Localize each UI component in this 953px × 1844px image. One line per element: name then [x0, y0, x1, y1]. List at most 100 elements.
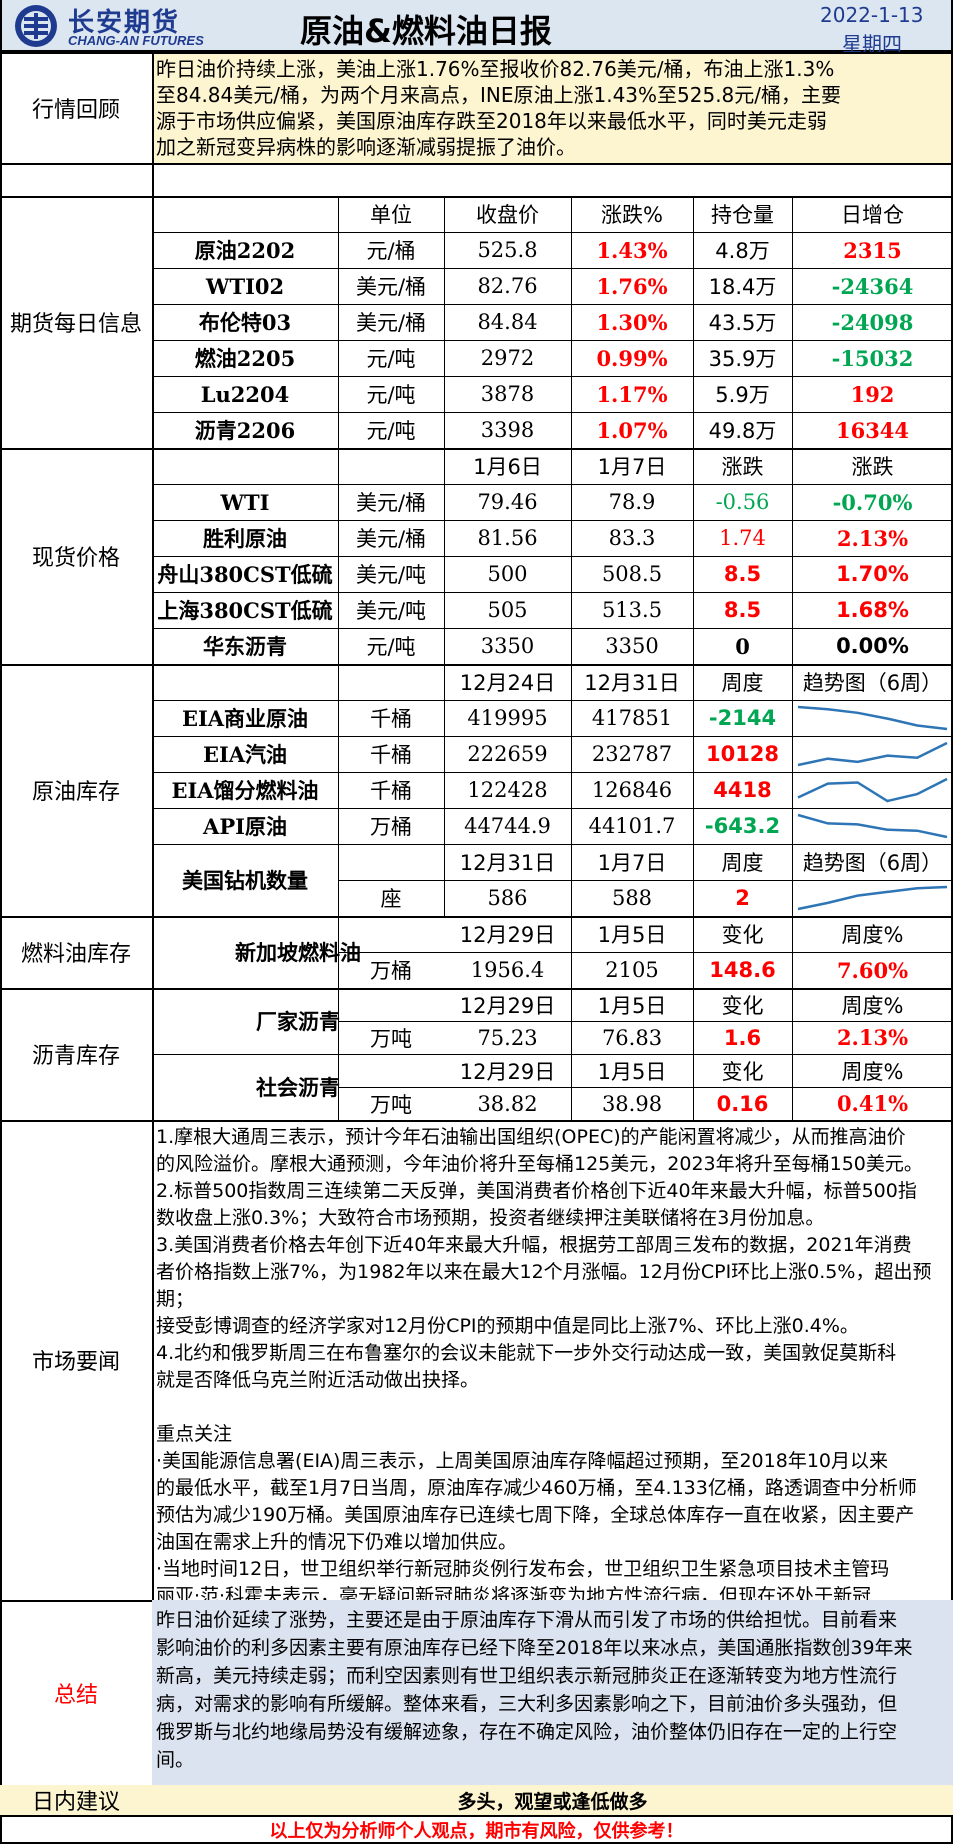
rig-week2: 588 — [611, 886, 653, 910]
futures-daily-oi-change: -24364 — [831, 273, 914, 299]
grid-line — [792, 916, 793, 988]
asphalt-inventory-header: 变化 — [721, 993, 764, 1018]
spot-change-pct: 0.00% — [836, 634, 909, 658]
futures-close: 3878 — [480, 382, 535, 406]
grid-line — [792, 196, 793, 448]
futures-header: 持仓量 — [711, 203, 774, 227]
grid-line — [792, 988, 793, 1120]
grid-line — [571, 196, 572, 448]
spot-price-day2: 508.5 — [601, 562, 663, 586]
grid-line — [571, 988, 572, 1120]
futures-change: 1.76% — [596, 273, 668, 299]
grid-line — [152, 340, 953, 341]
trend-sparkline — [797, 741, 948, 767]
market-review-label: 行情回顾 — [31, 97, 120, 123]
grid-line — [571, 916, 572, 988]
spot-change: 8.5 — [723, 562, 762, 586]
inventory-header: 12月24日 — [459, 671, 556, 695]
futures-daily-oi-change: 192 — [850, 381, 895, 407]
spot-change: 1.74 — [719, 526, 766, 550]
grid-line — [338, 448, 339, 664]
futures-open-interest: 43.5万 — [708, 311, 777, 335]
futures-unit: 元/吨 — [366, 383, 416, 407]
crude-inventory-label: 原油库存 — [31, 780, 120, 805]
fuel-inventory-header: 12月29日 — [459, 923, 556, 947]
futures-close: 525.8 — [477, 238, 538, 262]
inventory-name: EIA汽油 — [202, 742, 288, 767]
futures-name: 布伦特03 — [198, 310, 292, 335]
inventory-week1: 419995 — [467, 706, 548, 730]
advice-text: 多头，观望或逢低做多 — [457, 1790, 648, 1813]
spot-header: 1月7日 — [597, 455, 667, 479]
asphalt-inventory-unit: 万吨 — [370, 1026, 412, 1051]
grid-line — [0, 0, 2, 1844]
grid-line — [693, 196, 694, 448]
grid-line — [338, 664, 339, 916]
futures-daily-oi-change: -24098 — [831, 309, 914, 335]
futures-open-interest: 5.9万 — [715, 383, 770, 407]
futures-change: 1.07% — [596, 417, 668, 443]
spot-price-day1: 3350 — [480, 634, 535, 658]
spot-header: 涨跌 — [851, 455, 894, 479]
spot-change: 0 — [735, 633, 750, 659]
asphalt-inventory-unit: 万吨 — [370, 1092, 412, 1117]
spot-price-day2: 83.3 — [608, 526, 656, 550]
spot-price-day1: 81.56 — [477, 526, 538, 550]
market-review-line: 昨日油价持续上涨，美油上涨1.76%至报收价82.76美元/桶，布油上涨1.3% — [156, 57, 835, 81]
futures-daily-oi-change: -15032 — [831, 345, 914, 371]
asphalt-inventory-header: 12月29日 — [459, 1059, 556, 1084]
rig-count-name: 美国钻机数量 — [182, 868, 308, 893]
asphalt-inventory-header: 1月5日 — [597, 993, 667, 1018]
inventory-week2: 417851 — [591, 706, 673, 730]
spot-unit: 元/吨 — [366, 635, 416, 659]
disclaimer: 以上仅为分析师个人观点，期市有风险，仅供参考！ — [269, 1820, 684, 1842]
futures-unit: 元/吨 — [366, 347, 416, 371]
fuel-inventory-change-pct: 7.60% — [836, 957, 909, 983]
spot-price-day1: 500 — [487, 562, 528, 586]
grid-line — [152, 700, 953, 701]
spot-name: 上海380CST低硫 — [157, 598, 333, 623]
inventory-week1: 44744.9 — [464, 814, 551, 838]
rig-header: 周度 — [721, 851, 764, 875]
fuel-inventory-header: 1月5日 — [597, 923, 667, 947]
trend-sparkline — [797, 705, 948, 731]
futures-header: 单位 — [370, 203, 412, 227]
inventory-weekly-change: 4418 — [713, 778, 772, 802]
fuel-inventory-unit: 万桶 — [370, 959, 412, 983]
spot-header: 涨跌 — [721, 455, 764, 479]
grid-line — [338, 1087, 953, 1088]
futures-header: 收盘价 — [476, 203, 539, 227]
market-review-line: 加之新冠变异病株的影响逐渐减弱提振了油价。 — [156, 135, 576, 159]
grid-line — [152, 484, 953, 485]
inventory-week1: 122428 — [467, 778, 548, 802]
report-date: 2022-1-13 — [820, 3, 924, 27]
grid-line — [338, 196, 339, 448]
grid-line — [693, 664, 694, 916]
futures-section-label: 期货每日信息 — [9, 312, 142, 337]
rig-header: 12月31日 — [459, 851, 556, 875]
inventory-unit: 千桶 — [370, 707, 412, 731]
grid-line — [444, 448, 445, 664]
fuel-inventory-change: 148.6 — [709, 958, 776, 982]
grid-line — [152, 268, 953, 269]
inventory-unit: 千桶 — [370, 743, 412, 767]
asphalt-inventory-week2: 38.98 — [601, 1091, 663, 1116]
grid-line — [152, 376, 953, 377]
futures-name: 沥青2206 — [194, 418, 296, 443]
grid-line — [152, 232, 953, 233]
grid-line — [693, 988, 694, 1120]
futures-open-interest: 35.9万 — [708, 347, 777, 371]
futures-close: 84.84 — [477, 310, 538, 334]
grid-line — [0, 988, 953, 990]
company-logo — [10, 3, 62, 49]
advice-label: 日内建议 — [0, 1785, 152, 1815]
futures-unit: 美元/桶 — [355, 311, 427, 335]
asphalt-inventory-week1: 75.23 — [477, 1025, 538, 1050]
futures-unit: 美元/桶 — [355, 275, 427, 299]
asphalt-inventory-header: 周度% — [841, 1059, 904, 1084]
asphalt-inventory-change: 1.6 — [723, 1025, 762, 1050]
report-title: 原油&燃料油日报 — [300, 12, 552, 50]
futures-name: 燃油2205 — [194, 346, 296, 371]
fuel-inventory-header: 周度% — [841, 923, 904, 947]
spot-price-day1: 79.46 — [477, 490, 538, 514]
